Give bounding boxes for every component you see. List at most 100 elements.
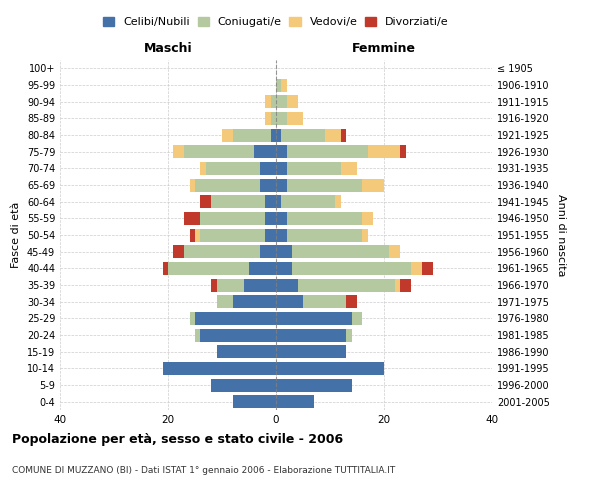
Bar xyxy=(287,178,362,192)
Bar xyxy=(163,362,276,375)
Bar xyxy=(362,212,373,225)
Bar xyxy=(362,178,384,192)
Bar xyxy=(173,145,184,158)
Bar xyxy=(276,178,287,192)
Bar xyxy=(200,228,265,241)
Text: Maschi: Maschi xyxy=(143,42,193,55)
Bar xyxy=(276,162,287,175)
Bar xyxy=(400,145,406,158)
Bar xyxy=(276,295,303,308)
Bar xyxy=(281,195,335,208)
Bar xyxy=(265,228,276,241)
Bar xyxy=(287,162,341,175)
Bar xyxy=(287,145,368,158)
Bar xyxy=(276,78,281,92)
Bar xyxy=(287,228,362,241)
Bar xyxy=(233,395,276,408)
Bar xyxy=(292,245,389,258)
Bar xyxy=(276,312,352,325)
Bar xyxy=(271,112,276,125)
Y-axis label: Anni di nascita: Anni di nascita xyxy=(556,194,566,276)
Bar xyxy=(276,378,352,392)
Bar xyxy=(265,212,276,225)
Bar xyxy=(265,95,271,108)
Bar xyxy=(362,228,368,241)
Bar xyxy=(233,295,276,308)
Bar xyxy=(200,162,206,175)
Bar xyxy=(281,128,325,141)
Bar xyxy=(200,212,265,225)
Text: Popolazione per età, sesso e stato civile - 2006: Popolazione per età, sesso e stato civil… xyxy=(12,432,343,446)
Bar xyxy=(276,362,384,375)
Bar xyxy=(325,128,341,141)
Bar xyxy=(260,178,276,192)
Bar xyxy=(190,178,195,192)
Bar xyxy=(276,145,287,158)
Bar xyxy=(206,162,260,175)
Bar xyxy=(184,145,254,158)
Text: COMUNE DI MUZZANO (BI) - Dati ISTAT 1° gennaio 2006 - Elaborazione TUTTITALIA.IT: COMUNE DI MUZZANO (BI) - Dati ISTAT 1° g… xyxy=(12,466,395,475)
Bar xyxy=(163,262,168,275)
Bar xyxy=(200,328,276,342)
Bar xyxy=(395,278,400,291)
Bar xyxy=(281,78,287,92)
Bar xyxy=(195,312,276,325)
Bar xyxy=(271,95,276,108)
Bar xyxy=(211,278,217,291)
Bar xyxy=(276,245,292,258)
Bar xyxy=(260,245,276,258)
Bar xyxy=(276,112,287,125)
Bar xyxy=(195,328,200,342)
Bar xyxy=(303,295,346,308)
Bar xyxy=(276,128,281,141)
Bar xyxy=(190,312,195,325)
Bar xyxy=(211,195,265,208)
Bar xyxy=(233,128,271,141)
Bar xyxy=(276,212,287,225)
Bar xyxy=(346,295,357,308)
Bar xyxy=(341,162,357,175)
Bar xyxy=(276,395,314,408)
Bar xyxy=(265,195,276,208)
Bar xyxy=(346,328,352,342)
Bar xyxy=(249,262,276,275)
Bar xyxy=(287,95,298,108)
Bar xyxy=(287,212,362,225)
Bar xyxy=(276,262,292,275)
Bar xyxy=(292,262,411,275)
Bar xyxy=(217,295,233,308)
Bar xyxy=(276,228,287,241)
Bar xyxy=(298,278,395,291)
Bar xyxy=(389,245,400,258)
Bar xyxy=(335,195,341,208)
Bar xyxy=(217,345,276,358)
Bar xyxy=(244,278,276,291)
Bar xyxy=(195,178,260,192)
Bar xyxy=(265,112,271,125)
Bar xyxy=(368,145,400,158)
Bar xyxy=(276,195,281,208)
Bar xyxy=(276,95,287,108)
Bar xyxy=(260,162,276,175)
Bar xyxy=(411,262,422,275)
Bar xyxy=(276,328,346,342)
Text: Femmine: Femmine xyxy=(352,42,416,55)
Y-axis label: Fasce di età: Fasce di età xyxy=(11,202,21,268)
Bar xyxy=(276,278,298,291)
Bar xyxy=(400,278,411,291)
Bar xyxy=(222,128,233,141)
Bar xyxy=(422,262,433,275)
Bar xyxy=(352,312,362,325)
Legend: Celibi/Nubili, Coniugati/e, Vedovi/e, Divorziati/e: Celibi/Nubili, Coniugati/e, Vedovi/e, Di… xyxy=(103,16,449,27)
Bar xyxy=(217,278,244,291)
Bar xyxy=(276,345,346,358)
Bar xyxy=(195,228,200,241)
Bar xyxy=(254,145,276,158)
Bar xyxy=(168,262,249,275)
Bar xyxy=(173,245,184,258)
Bar xyxy=(184,212,200,225)
Bar xyxy=(200,195,211,208)
Bar xyxy=(184,245,260,258)
Bar xyxy=(287,112,303,125)
Bar xyxy=(190,228,195,241)
